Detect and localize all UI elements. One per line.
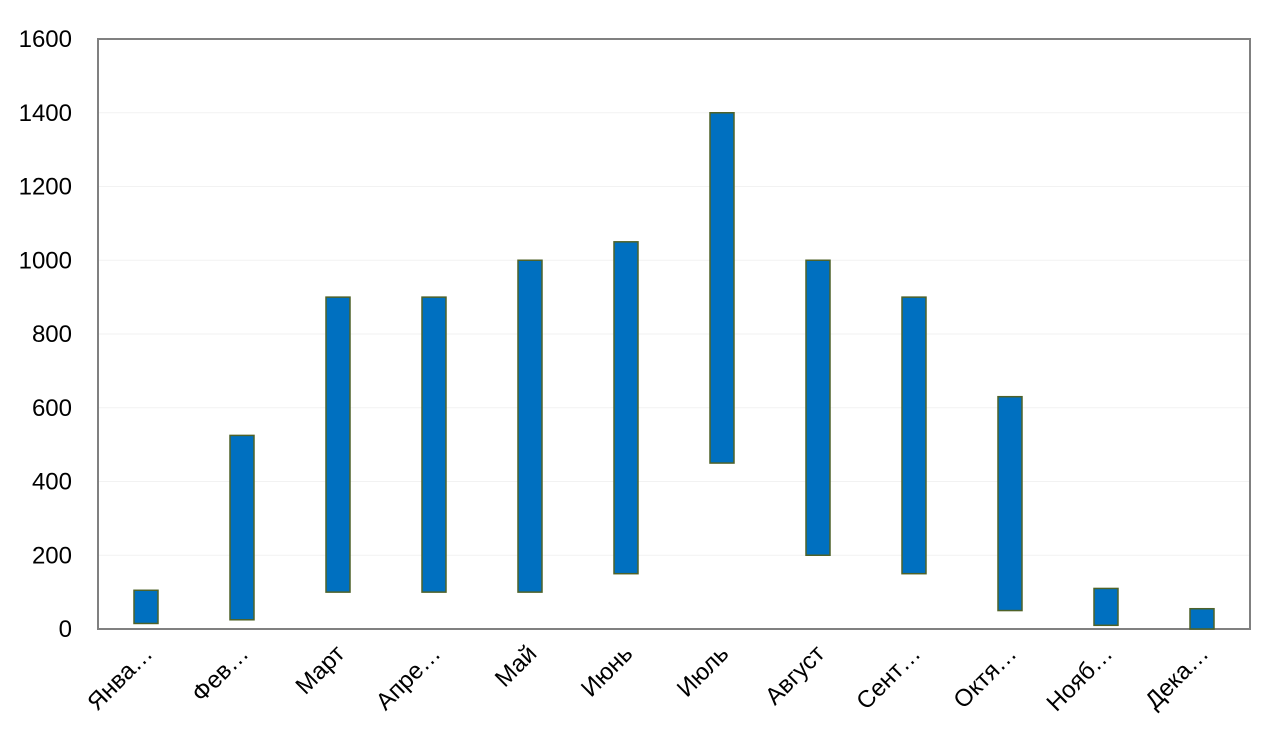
y-tick-label: 0 — [59, 616, 72, 643]
range-bar — [805, 259, 831, 556]
y-tick-label: 1000 — [19, 247, 72, 274]
x-tick-label: Май — [490, 640, 542, 692]
x-tick-label: Октя… — [948, 640, 1022, 714]
x-tick-label: Янва… — [82, 640, 158, 716]
range-bar — [1189, 607, 1215, 630]
y-tick-label: 400 — [32, 469, 72, 496]
range-bar — [1093, 587, 1119, 627]
plot-area — [97, 38, 1251, 630]
y-tick-label: 600 — [32, 395, 72, 422]
y-tick-label: 1200 — [19, 174, 72, 201]
x-tick-label: Апре… — [371, 640, 446, 715]
grid-lines — [98, 112, 1250, 556]
range-bar — [229, 434, 255, 621]
range-bar — [421, 296, 447, 593]
x-tick-label: Дека… — [1140, 640, 1214, 714]
range-bar — [901, 296, 927, 575]
range-bar — [517, 259, 543, 593]
y-tick-label: 1400 — [19, 100, 72, 127]
y-tick-label: 800 — [32, 321, 72, 348]
x-axis: Янва… Фев… Март Апре… Май Июнь Июль Август Сент…… — [82, 640, 1214, 717]
plot-border — [97, 38, 1251, 630]
bar-series — [133, 112, 1215, 630]
y-tick-label: 1600 — [19, 26, 72, 53]
y-tick-label: 200 — [32, 542, 72, 569]
range-bar — [997, 395, 1023, 612]
x-tick-label: Июль — [672, 640, 734, 702]
y-axis: 0 200 400 600 800 1000 1200 1400 1600 — [19, 26, 72, 643]
range-bar — [613, 241, 639, 575]
x-tick-label: Март — [291, 640, 351, 700]
x-tick-label: Август — [760, 640, 830, 710]
x-tick-label: Июнь — [576, 640, 638, 702]
range-bar — [325, 296, 351, 593]
range-bar — [709, 112, 735, 464]
range-bar — [133, 589, 159, 625]
x-tick-label: Нояб… — [1042, 640, 1119, 717]
x-tick-label: Сент… — [851, 640, 926, 715]
x-tick-label: Фев… — [187, 640, 254, 707]
